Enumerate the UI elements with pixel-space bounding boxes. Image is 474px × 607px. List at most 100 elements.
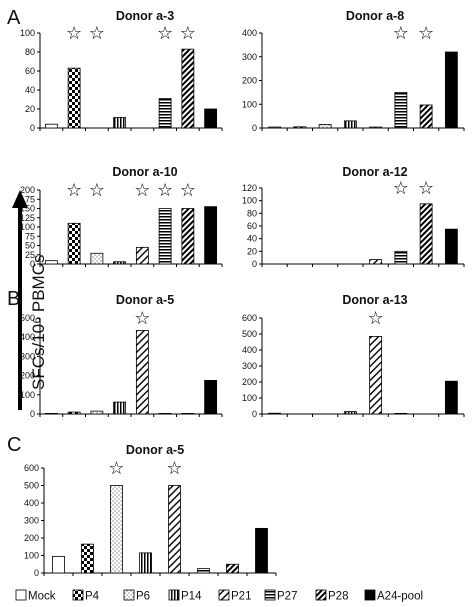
y-tick-label: 300 xyxy=(242,361,257,371)
panel-letter-c: C xyxy=(7,434,21,456)
panel-2: Donor a-8 0 100 200 300 400 ☆ ☆ xyxy=(242,9,465,133)
y-tick-label: 100 xyxy=(20,390,35,400)
significance-star-icon: ☆ xyxy=(418,23,434,44)
y-tick-label: 400 xyxy=(242,28,257,38)
bar-mock xyxy=(44,413,58,415)
legend-label: P28 xyxy=(328,591,348,603)
significance-star-icon: ☆ xyxy=(66,23,82,44)
y-tick-label: 200 xyxy=(20,371,35,381)
bar-p21 xyxy=(369,335,383,415)
y-tick-label: 500 xyxy=(242,329,257,339)
panel-letter-b: B xyxy=(7,288,20,310)
y-tick-label: 0 xyxy=(30,123,35,133)
bar-mock xyxy=(268,126,282,129)
panel-title: Donor a-12 xyxy=(342,165,407,179)
y-tick-label: 80 xyxy=(247,208,257,218)
bar-p21 xyxy=(369,259,383,265)
bar-a24-pool xyxy=(204,206,218,265)
bar-p28 xyxy=(419,104,433,129)
legend-item-p21: P21 xyxy=(218,589,251,603)
legend-item-p27: P27 xyxy=(264,589,297,603)
legend-item-p4: P4 xyxy=(72,589,100,603)
y-tick-label: 20 xyxy=(25,104,35,114)
legend-swatch xyxy=(168,589,180,601)
significance-star-icon: ☆ xyxy=(89,180,105,201)
y-tick-label: 60 xyxy=(25,66,35,76)
panel-1: Donor a-3 0 20 40 60 80 100 ☆ ☆ ☆ ☆ xyxy=(20,9,223,133)
bar-p6 xyxy=(90,410,104,415)
legend-label: P14 xyxy=(181,591,202,603)
bar-mock xyxy=(52,555,65,574)
bar-p4 xyxy=(67,411,81,415)
panel-letter-a: A xyxy=(7,7,21,29)
y-tick-label: 200 xyxy=(242,76,257,86)
legend-label: P4 xyxy=(85,591,100,603)
y-tick-label: 200 xyxy=(20,185,35,195)
y-tick-label: 40 xyxy=(247,234,257,244)
bar-p27 xyxy=(158,208,172,265)
bar-a24-pool xyxy=(255,527,268,574)
y-tick-label: 200 xyxy=(242,377,257,387)
y-tick-label: 500 xyxy=(20,313,35,323)
bar-mock xyxy=(44,260,58,265)
bar-a24-pool xyxy=(444,380,458,415)
bar-p27 xyxy=(158,413,172,415)
y-axis-label: SFCs/10⁶ PBMCs xyxy=(29,255,48,390)
legend-item-a24-pool: A24-pool xyxy=(364,589,423,603)
significance-star-icon: ☆ xyxy=(108,458,124,479)
y-tick-label: 0 xyxy=(30,259,35,269)
bar-p14 xyxy=(113,261,127,265)
panel-title: Donor a-8 xyxy=(346,9,404,23)
bar-p14 xyxy=(343,120,357,129)
y-tick-label: 100 xyxy=(242,99,257,109)
panel-title: Donor a-5 xyxy=(126,443,184,457)
bar-p28 xyxy=(181,208,195,265)
legend-label: P6 xyxy=(136,591,150,603)
y-tick-label: 75 xyxy=(25,231,35,241)
bar-p27 xyxy=(197,568,210,574)
significance-star-icon: ☆ xyxy=(368,308,384,329)
y-tick-label: 125 xyxy=(20,213,35,223)
bar-p28 xyxy=(181,413,195,415)
significance-star-icon: ☆ xyxy=(393,178,409,199)
panel-4: Donor a-12 0 20 40 60 80 100 120 ☆ ☆ xyxy=(242,165,465,269)
legend-item-p6: P6 xyxy=(123,589,150,603)
bar-mock xyxy=(44,123,58,129)
y-tick-label: 100 xyxy=(242,196,257,206)
y-tick-label: 600 xyxy=(242,313,257,323)
y-tick-label: 300 xyxy=(24,516,39,526)
bar-a24-pool xyxy=(204,379,218,415)
y-tick-label: 0 xyxy=(252,259,257,269)
bar-p14 xyxy=(343,411,357,415)
bar-p6 xyxy=(318,124,332,129)
panel-6: Donor a-13 0 100 200 300 400 500 600 ☆ xyxy=(242,293,465,419)
panel-5: Donor a-5 0 100 200 300 400 500 ☆ xyxy=(20,293,223,419)
y-tick-label: 400 xyxy=(24,498,39,508)
bar-a24-pool xyxy=(444,51,458,129)
y-tick-label: 100 xyxy=(20,28,35,38)
y-tick-label: 500 xyxy=(24,481,39,491)
bar-p21 xyxy=(135,246,149,265)
significance-star-icon: ☆ xyxy=(134,180,150,201)
bar-p6 xyxy=(90,252,104,265)
y-tick-label: 300 xyxy=(20,351,35,361)
y-tick-label: 0 xyxy=(252,409,257,419)
bar-p14 xyxy=(139,552,152,574)
bar-p14 xyxy=(113,117,127,129)
legend-item-mock: Mock xyxy=(15,589,56,603)
significance-star-icon: ☆ xyxy=(166,458,182,479)
legend-swatch xyxy=(15,589,27,601)
significance-star-icon: ☆ xyxy=(134,308,150,329)
y-tick-label: 120 xyxy=(242,183,257,193)
bar-p4 xyxy=(67,67,81,129)
legend-swatch xyxy=(72,589,84,601)
y-tick-label: 300 xyxy=(242,52,257,62)
y-tick-label: 400 xyxy=(20,332,35,342)
legend-label: A24-pool xyxy=(377,591,423,603)
panel-title: Donor a-13 xyxy=(342,293,407,307)
y-tick-label: 100 xyxy=(24,551,39,561)
legend-swatch xyxy=(264,589,276,601)
